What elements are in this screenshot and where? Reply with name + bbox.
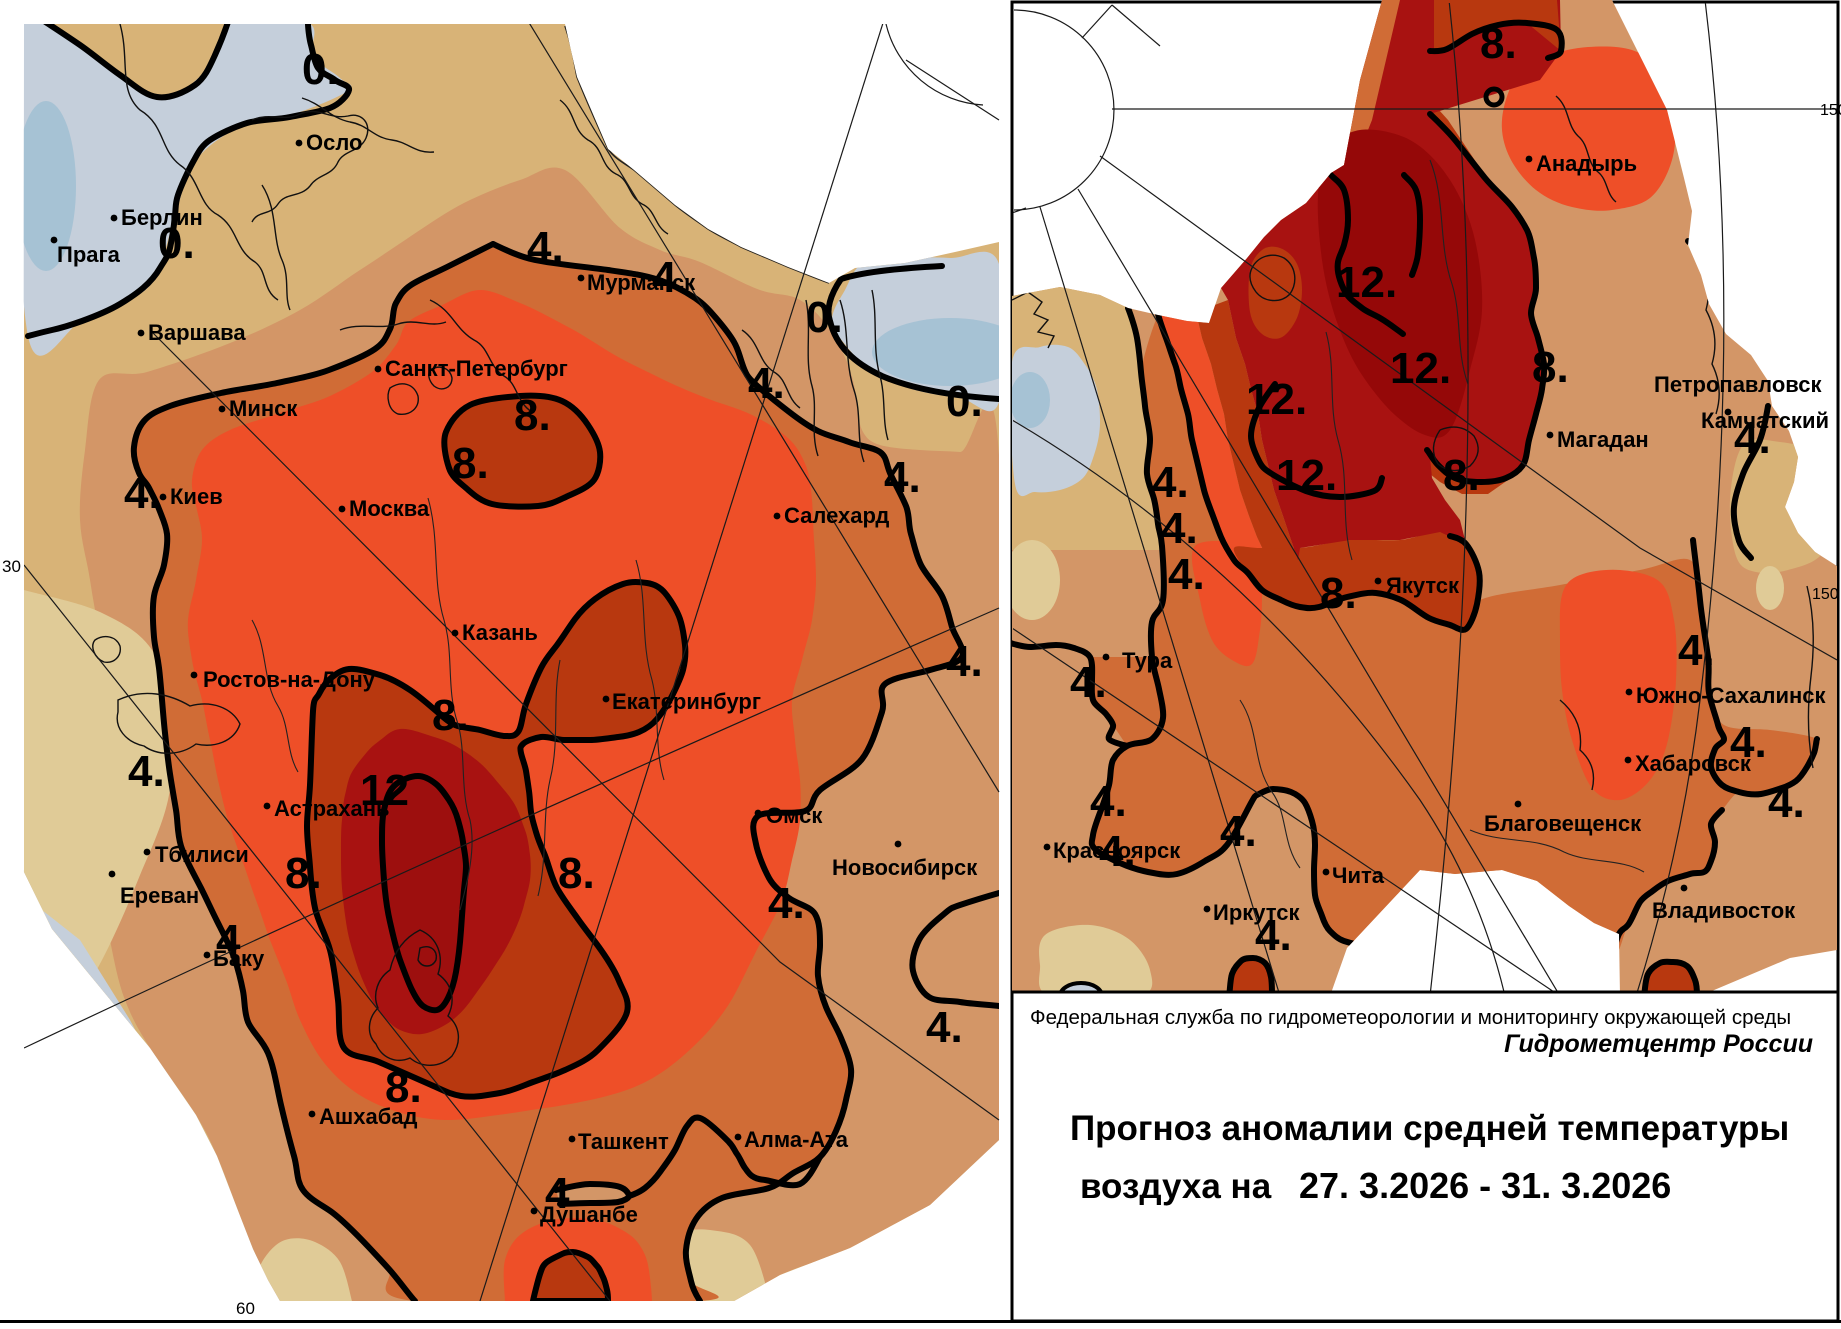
svg-text:4.: 4. [946,637,983,686]
svg-text:4.: 4. [124,469,161,518]
svg-text:Киев: Киев [170,484,223,509]
svg-text:12.: 12. [1276,451,1337,500]
svg-text:Мурманск: Мурманск [587,270,696,295]
svg-text:8.: 8. [1532,343,1569,392]
svg-text:Якутск: Якутск [1386,573,1460,598]
svg-text:4.: 4. [527,223,564,272]
svg-text:4.: 4. [1220,807,1257,856]
svg-text:Астрахань: Астрахань [274,796,390,821]
svg-text:Камчатский: Камчатский [1701,408,1829,433]
svg-text:8.: 8. [1320,569,1357,618]
svg-text:Южно-Сахалинск: Южно-Сахалинск [1636,683,1826,708]
svg-text:Ростов-на-Дону: Ростов-на-Дону [203,667,376,692]
svg-text:8.: 8. [432,691,469,740]
svg-text:Минск: Минск [229,396,298,421]
svg-text:Москва: Москва [349,496,430,521]
svg-text:4.: 4. [128,747,165,796]
svg-text:4: 4 [652,253,677,302]
svg-text:4.: 4. [768,879,805,928]
svg-text:0.: 0. [158,219,195,268]
svg-text:4.: 4. [1152,458,1189,507]
svg-text:30: 30 [2,557,21,576]
svg-text:8.: 8. [514,391,551,440]
svg-text:Душанбе: Душанбе [540,1202,638,1227]
svg-text:Ташкент: Ташкент [578,1129,669,1154]
svg-text:Ереван: Ереван [120,883,199,908]
svg-text:Магадан: Магадан [1557,427,1649,452]
svg-text:Иркутск: Иркутск [1213,900,1300,925]
svg-text:60: 60 [236,1299,255,1318]
svg-text:4.: 4. [1678,626,1715,675]
svg-text:Екатеринбург: Екатеринбург [612,689,761,714]
svg-text:4: 4 [216,916,241,965]
svg-text:Салехард: Салехард [784,503,889,528]
svg-text:4.: 4. [1070,658,1107,707]
svg-text:8.: 8. [285,849,322,898]
svg-text:4.: 4. [1255,911,1292,960]
svg-text:4.: 4. [1168,550,1205,599]
svg-text:4.: 4. [926,1003,963,1052]
svg-text:150: 150 [1812,586,1839,603]
svg-text:Омск: Омск [766,803,823,828]
svg-text:Анадырь: Анадырь [1536,151,1637,176]
svg-text:Гидрометцентр России: Гидрометцентр России [1504,1030,1813,1058]
svg-text:Варшава: Варшава [148,320,246,345]
svg-text:Прогноз аномалии средней темпе: Прогноз аномалии средней температуры [1070,1109,1789,1148]
svg-text:8.: 8. [452,439,489,488]
svg-text:4.: 4. [1099,827,1136,876]
svg-text:27. 3.2026 - 31. 3.2026: 27. 3.2026 - 31. 3.2026 [1299,1165,1671,1206]
svg-text:Федеральная служба по гидромет: Федеральная служба по гидрометеорологии … [1030,1006,1791,1029]
svg-text:воздуха на: воздуха на [1080,1167,1272,1206]
svg-text:12: 12 [360,766,409,815]
svg-text:Красноярск: Красноярск [1053,838,1181,863]
svg-text:4.: 4. [1734,414,1771,463]
svg-text:12.: 12. [1246,375,1307,424]
svg-text:4.: 4. [1161,504,1198,553]
svg-text:12.: 12. [1336,258,1397,307]
svg-text:150: 150 [1820,102,1841,119]
svg-text:Алма-Ата: Алма-Ата [744,1127,849,1152]
svg-text:Петропавловск: Петропавловск [1654,372,1823,397]
svg-text:Берлин: Берлин [121,205,203,230]
svg-text:Тура: Тура [1122,648,1173,673]
svg-text:Прага: Прага [57,242,121,267]
svg-text:8.: 8. [1480,19,1517,68]
svg-text:Баку: Баку [213,946,265,971]
svg-text:8.: 8. [385,1063,422,1112]
svg-text:Тбилиси: Тбилиси [155,842,249,867]
svg-text:Осло: Осло [306,130,362,155]
svg-text:Благовещенск: Благовещенск [1484,811,1642,836]
svg-text:12.: 12. [1390,344,1451,393]
svg-text:Казань: Казань [462,620,538,645]
svg-text:0.: 0. [302,45,339,94]
svg-text:8.: 8. [558,849,595,898]
svg-text:0.: 0. [806,293,843,342]
svg-text:4: 4 [545,1169,570,1218]
svg-text:Ашхабад: Ашхабад [319,1104,418,1129]
svg-text:0.: 0. [946,377,983,426]
svg-text:4.: 4. [1768,778,1805,827]
svg-text:8.: 8. [1443,451,1480,500]
svg-text:4.: 4. [884,453,921,502]
svg-text:Хабаровск: Хабаровск [1635,751,1752,776]
svg-text:Чита: Чита [1332,863,1385,888]
svg-text:4.: 4. [1730,718,1767,767]
svg-text:Владивосток: Владивосток [1652,898,1796,923]
svg-text:4.: 4. [748,359,785,408]
svg-text:4.: 4. [1090,777,1127,826]
svg-text:Новосибирск: Новосибирск [832,855,978,880]
svg-text:Санкт-Петербург: Санкт-Петербург [385,356,568,381]
